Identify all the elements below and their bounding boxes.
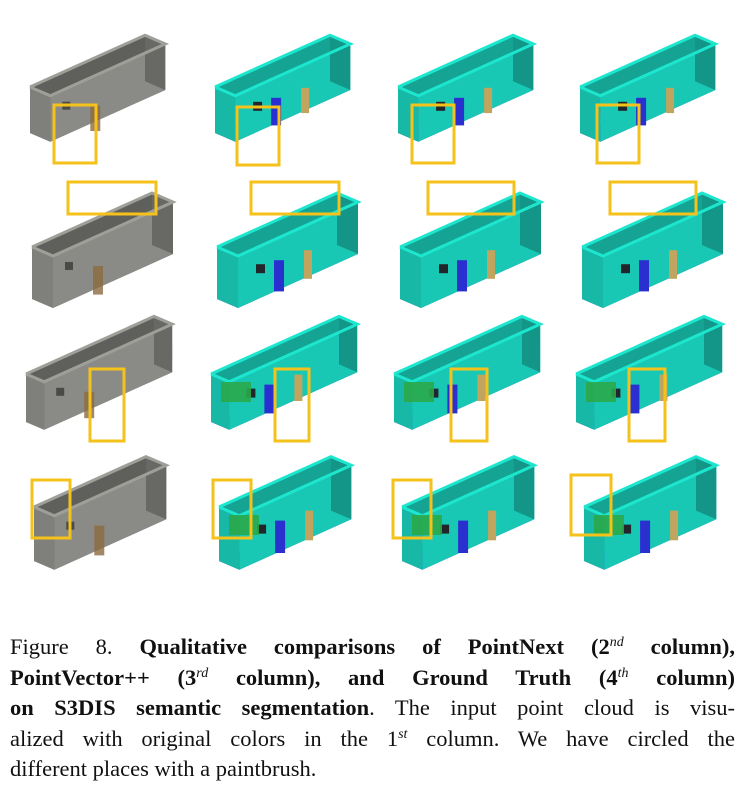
figure-panel-r3-ground-truth — [560, 312, 743, 462]
figure-panel-r1-pointnext — [195, 15, 380, 167]
highlight-box — [211, 478, 253, 540]
caption-text-2: alized with original colors in the 1 — [10, 725, 399, 751]
figure-panel-r2-pointnext — [195, 165, 380, 315]
figure-panel-r3-pointnext — [195, 312, 380, 462]
figure-panel-r2-pointvector- — [378, 165, 563, 315]
room-render — [575, 314, 726, 443]
room-render — [216, 180, 362, 308]
highlight-box — [595, 103, 641, 165]
caption-sup-4: st — [398, 726, 408, 742]
caption-bold-1: Qualitative comparisons of PointNext (2 — [139, 634, 610, 659]
caption-bold-3: PointVector++ (3 — [10, 664, 197, 690]
figure-panel-r1-ground-truth — [560, 15, 743, 165]
room-render — [30, 454, 171, 570]
highlight-box — [391, 478, 433, 540]
figure-grid — [10, 15, 743, 605]
room-render — [25, 314, 176, 443]
caption-line-3: on S3DIS semantic segmentation. The inpu… — [10, 693, 735, 724]
caption-line-4: alized with original colors in the 1st c… — [10, 724, 735, 755]
room-render — [31, 180, 177, 308]
highlight-box — [52, 103, 98, 165]
room-render — [393, 314, 544, 443]
highlight-box — [249, 180, 341, 216]
figure-panel-r4-ground-truth — [560, 454, 743, 605]
figure-panel-r4-input — [10, 454, 195, 605]
figure-panel-r2-input — [10, 165, 195, 315]
caption-sup-3: th — [617, 665, 629, 681]
caption-bold-2: column), — [623, 634, 736, 659]
room-render — [399, 180, 545, 308]
caption-text-1: . The input point cloud is visu- — [369, 695, 735, 720]
highlight-box — [235, 105, 281, 167]
room-render — [211, 454, 356, 570]
figure-caption: Figure 8. Qualitative comparisons of Poi… — [10, 632, 735, 785]
caption-bold-5: column) — [628, 664, 736, 690]
highlight-box — [273, 367, 311, 443]
caption-bold-4: column), and Ground Truth (4 — [208, 664, 618, 690]
room-render — [569, 454, 721, 570]
highlight-box — [66, 180, 158, 216]
caption-line-1: Figure 8. Qualitative comparisons of Poi… — [10, 632, 735, 663]
room-render — [214, 33, 355, 167]
room-render — [210, 314, 361, 443]
highlight-box — [410, 103, 456, 165]
caption-text-4: different places with a paintbrush. — [10, 756, 317, 781]
figure-panel-r2-ground-truth — [560, 165, 743, 315]
highlight-box — [426, 180, 516, 216]
highlight-box — [30, 478, 72, 540]
highlight-box — [627, 367, 667, 443]
figure-panel-r4-pointvector- — [378, 454, 563, 605]
highlight-box — [608, 180, 698, 216]
caption-sup-2: rd — [196, 665, 209, 681]
room-render — [579, 33, 720, 165]
figure-panel-r3-pointvector- — [378, 312, 563, 462]
figure-panel-r1-pointvector- — [378, 15, 563, 165]
caption-line-5: different places with a paintbrush. — [10, 754, 735, 785]
caption-text-3: column. We have circled the — [407, 725, 736, 751]
highlight-box — [88, 367, 126, 443]
caption-label: Figure 8. — [10, 634, 113, 659]
caption-bold-6: on S3DIS semantic segmentation — [10, 695, 370, 720]
room-render — [397, 33, 538, 165]
highlight-box — [449, 367, 489, 443]
room-render — [581, 180, 727, 308]
highlight-box — [569, 473, 613, 537]
figure-panel-r4-pointnext — [195, 454, 380, 605]
room-render — [29, 33, 170, 165]
figure-panel-r1-input — [10, 15, 195, 165]
caption-line-2: PointVector++ (3rd column), and Ground T… — [10, 663, 735, 694]
figure-panel-r3-input — [10, 312, 195, 462]
room-render — [391, 454, 539, 570]
caption-sup-1: nd — [609, 635, 624, 650]
